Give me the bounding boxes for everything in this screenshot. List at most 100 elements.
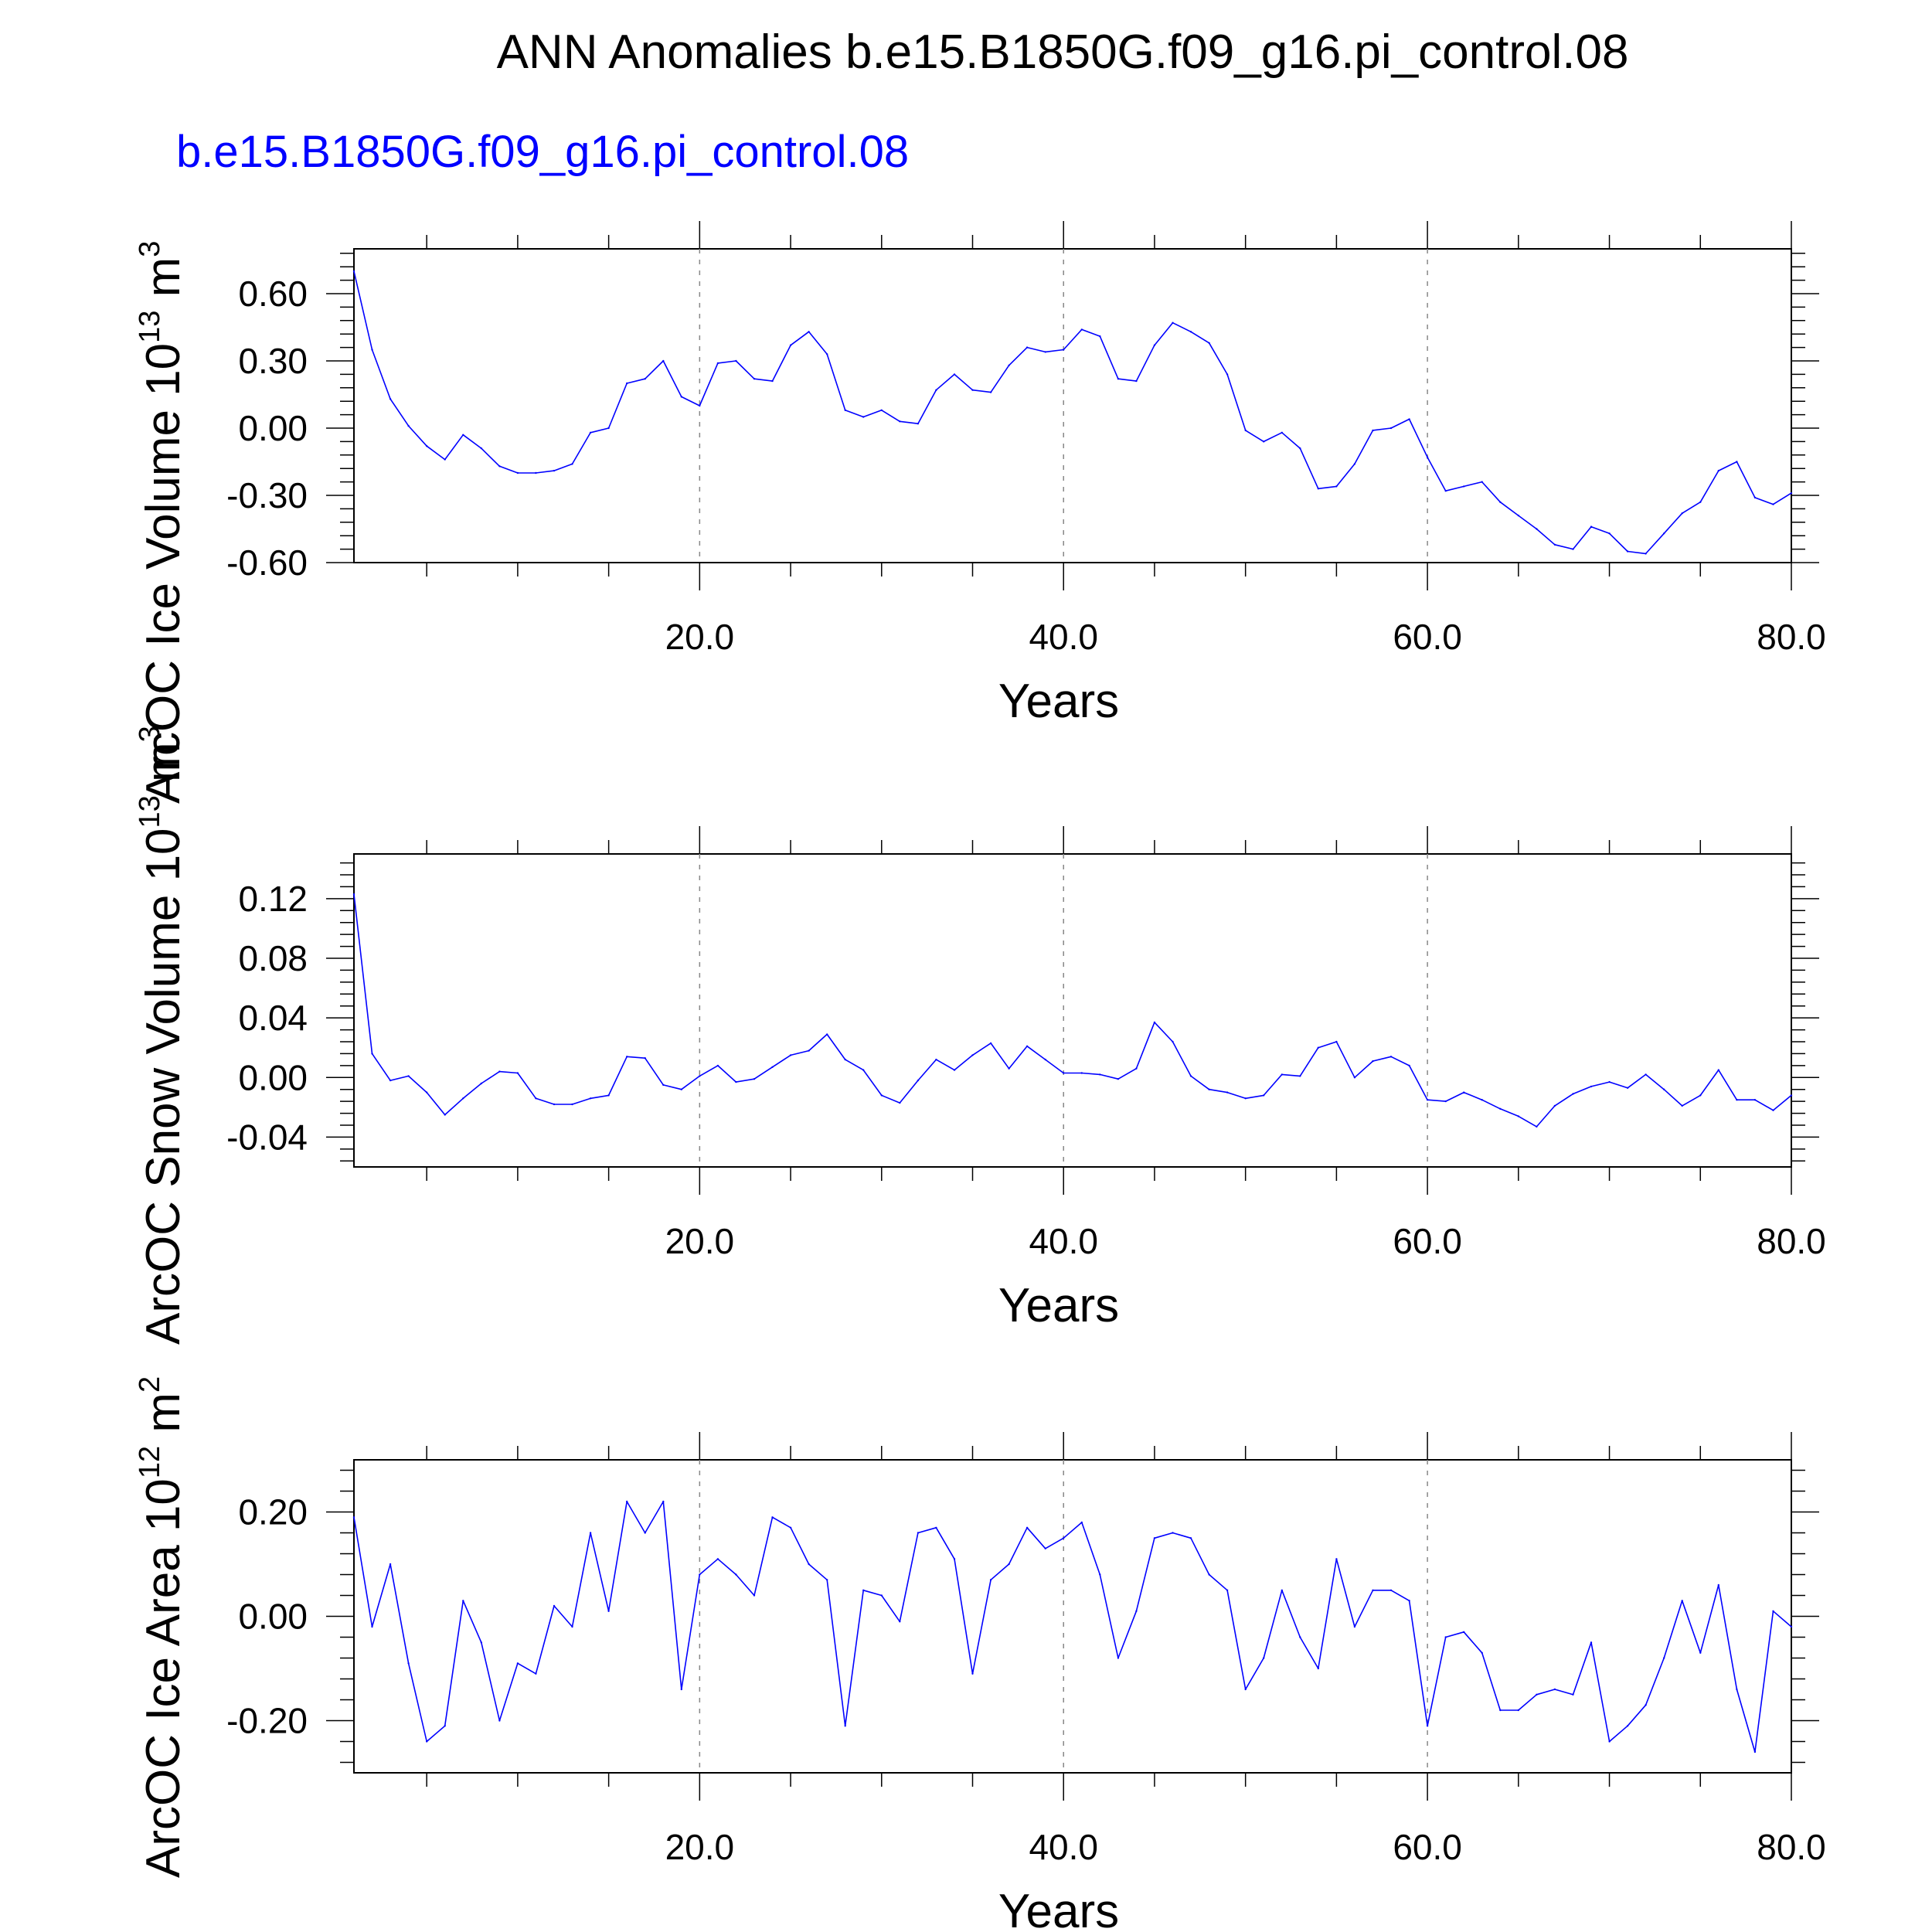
data-point: [735, 359, 737, 362]
data-point: [1736, 1099, 1738, 1101]
data-point: [1044, 1547, 1046, 1550]
data-point: [1717, 469, 1719, 472]
chart-panel-2: 20.0 40.0 60.0 80.0 Years -0.04 0.00 0.04 0.08 0.…: [226, 826, 1826, 1332]
data-point: [1244, 1688, 1247, 1691]
y-tick-label: 0.12: [238, 879, 308, 919]
data-point: [1717, 1583, 1719, 1587]
x-tick-label: 80.0: [1757, 617, 1826, 657]
data-point: [1463, 1631, 1465, 1633]
y-axis-label-exponent: 13: [134, 311, 166, 343]
data-point: [716, 1064, 719, 1067]
data-point: [1063, 1072, 1065, 1074]
data-point: [644, 378, 646, 380]
data-point: [1517, 1709, 1520, 1712]
data-point: [1663, 1657, 1665, 1659]
data-point: [989, 391, 992, 393]
data-point: [1172, 1040, 1174, 1043]
data-point: [1008, 1563, 1010, 1566]
data-point: [1080, 328, 1083, 331]
data-point: [1153, 344, 1156, 346]
data-point: [953, 1069, 956, 1071]
y-axis-label-unit-exponent: 3: [134, 241, 166, 257]
plot-frame: [353, 248, 1792, 563]
data-point: [352, 893, 355, 896]
data-point: [516, 1662, 519, 1665]
data-point: [935, 389, 937, 391]
x-axis-label: Years: [998, 675, 1119, 728]
data-point: [1335, 485, 1338, 488]
y-tick-label: -0.60: [226, 543, 308, 583]
data-point: [971, 1054, 974, 1056]
data-point: [753, 1078, 756, 1080]
data-point: [1444, 1636, 1447, 1638]
data-point: [1008, 364, 1010, 366]
data-point: [1590, 526, 1593, 528]
data-point: [498, 1070, 501, 1073]
data-point: [953, 373, 956, 376]
data-point: [352, 1516, 355, 1519]
data-point: [1645, 553, 1647, 555]
data-point: [917, 423, 920, 425]
data-point: [1572, 548, 1574, 550]
data-point: [1317, 1667, 1320, 1670]
data-point: [371, 349, 373, 351]
data-point: [1517, 514, 1520, 517]
data-point: [699, 404, 701, 407]
data-point: [1044, 351, 1046, 353]
data-point: [498, 1719, 501, 1722]
y-tick-label: 0.04: [238, 998, 308, 1038]
data-point: [444, 1114, 446, 1116]
data-point: [1008, 1067, 1010, 1070]
y-tick-label: 0.00: [238, 408, 308, 448]
data-point: [1153, 1021, 1156, 1024]
data-point: [1790, 1094, 1793, 1097]
data-point: [1117, 1078, 1120, 1080]
data-point: [662, 1500, 665, 1503]
data-point: [1790, 492, 1793, 495]
data-point: [826, 1579, 828, 1581]
data-point: [1626, 550, 1629, 553]
y-tick-label: 0.60: [238, 274, 308, 314]
data-point: [589, 1097, 592, 1100]
data-point: [1353, 1077, 1356, 1079]
data-point: [462, 434, 464, 436]
data-point: [1135, 1610, 1138, 1612]
data-point: [1426, 1725, 1429, 1727]
data-point: [1772, 1109, 1774, 1111]
data-point: [626, 1056, 628, 1058]
data-point: [1044, 1058, 1046, 1061]
data-point: [1626, 1725, 1629, 1727]
data-point: [426, 1740, 428, 1743]
data-point: [1608, 532, 1611, 535]
data-point: [899, 1101, 901, 1104]
data-point: [1189, 331, 1192, 333]
data-point: [607, 1610, 610, 1612]
figure-title: ANN Anomalies b.e15.B1850G.f09_g16.pi_co…: [497, 26, 1629, 79]
data-point: [389, 1563, 392, 1566]
x-tick-label: 60.0: [1393, 1221, 1462, 1261]
data-point: [1226, 1589, 1229, 1591]
data-point: [1226, 1091, 1229, 1094]
data-point: [789, 1054, 792, 1056]
data-point: [1189, 1075, 1192, 1077]
x-tick-label: 60.0: [1393, 617, 1462, 657]
data-point: [1590, 1085, 1593, 1088]
y-axis-label-unit: m: [137, 257, 190, 311]
data-point: [535, 471, 537, 474]
data-point: [1426, 1099, 1429, 1101]
data-point: [1389, 1056, 1393, 1058]
data-point: [1408, 1600, 1410, 1602]
data-point: [1499, 1709, 1502, 1712]
data-point: [1317, 488, 1320, 490]
data-point: [844, 409, 846, 411]
chart-panels: 20.0 40.0 60.0 80.0 Years -0.60 -0.30 0.00 0.30 0…: [134, 221, 1826, 1932]
data-point: [462, 1600, 464, 1602]
data-point: [644, 1532, 646, 1534]
x-tick-label: 40.0: [1029, 1827, 1098, 1867]
data-point: [1335, 1558, 1338, 1560]
data-point: [1226, 373, 1229, 376]
data-point: [1026, 1045, 1029, 1048]
data-point: [935, 1526, 937, 1529]
data-point: [553, 1103, 556, 1106]
data-point: [1172, 1532, 1174, 1534]
